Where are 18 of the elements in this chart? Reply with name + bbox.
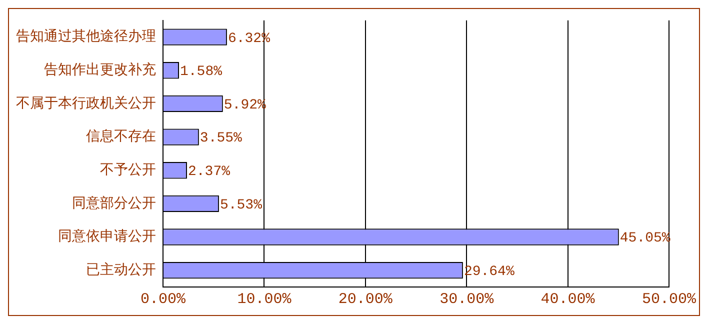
x-tick-label: 10.00% [237,290,292,308]
y-tick-label: 不予公开 [100,162,156,178]
y-tick-label: 告知作出更改补充 [44,62,156,78]
y-tick-label: 信息不存在 [86,128,156,145]
data-label: 3.55% [200,130,243,147]
x-tick-label: 30.00% [440,290,495,308]
x-tick-label: 50.00% [642,290,697,308]
x-tick-label: 20.00% [338,290,394,308]
x-tick-label: 40.00% [540,290,596,308]
y-tick-label: 已主动公开 [86,262,156,278]
x-tick-label: 0.00% [140,290,186,308]
y-tick-label: 不属于本行政机关公开 [16,95,156,112]
data-label: 5.53% [220,197,263,214]
y-tick-label: 同意部分公开 [72,195,156,212]
y-tick-label: 告知通过其他途径办理 [16,28,156,45]
data-label: 2.37% [188,164,231,180]
y-tick-label: 同意依申请公开 [58,228,156,245]
data-label: 1.58% [180,64,223,80]
